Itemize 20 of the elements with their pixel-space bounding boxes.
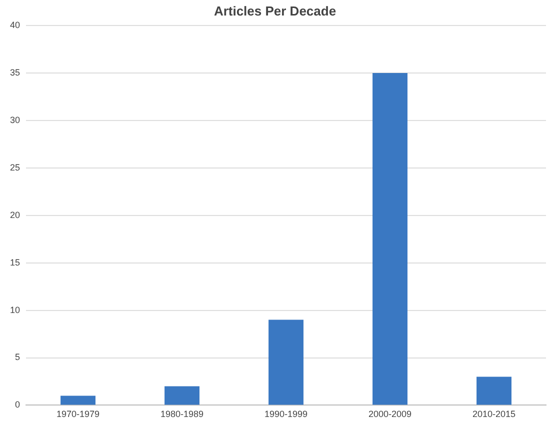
x-tick-label: 2010-2015	[472, 409, 516, 420]
x-tick-label: 2000-2009	[368, 409, 412, 420]
bar	[268, 320, 304, 405]
y-tick-label: 40	[10, 20, 20, 30]
y-tick-label: 10	[10, 304, 20, 315]
y-tick-label: 0	[14, 400, 20, 410]
y-tick-label: 25	[10, 162, 20, 172]
bar	[60, 396, 96, 405]
y-tick-label: 30	[10, 114, 20, 125]
x-tick-label: 1980-1989	[160, 409, 204, 420]
bar	[372, 73, 408, 405]
y-tick-label: 15	[10, 257, 20, 268]
y-tick-label: 5	[14, 352, 20, 362]
chart-title: Articles Per Decade	[214, 3, 336, 18]
x-tick-label: 1970-1979	[56, 409, 100, 420]
bar	[476, 376, 512, 405]
x-tick-label: 1990-1999	[264, 409, 308, 420]
y-tick-label: 20	[10, 210, 20, 220]
y-tick-label: 35	[10, 68, 20, 78]
bar	[164, 386, 200, 405]
